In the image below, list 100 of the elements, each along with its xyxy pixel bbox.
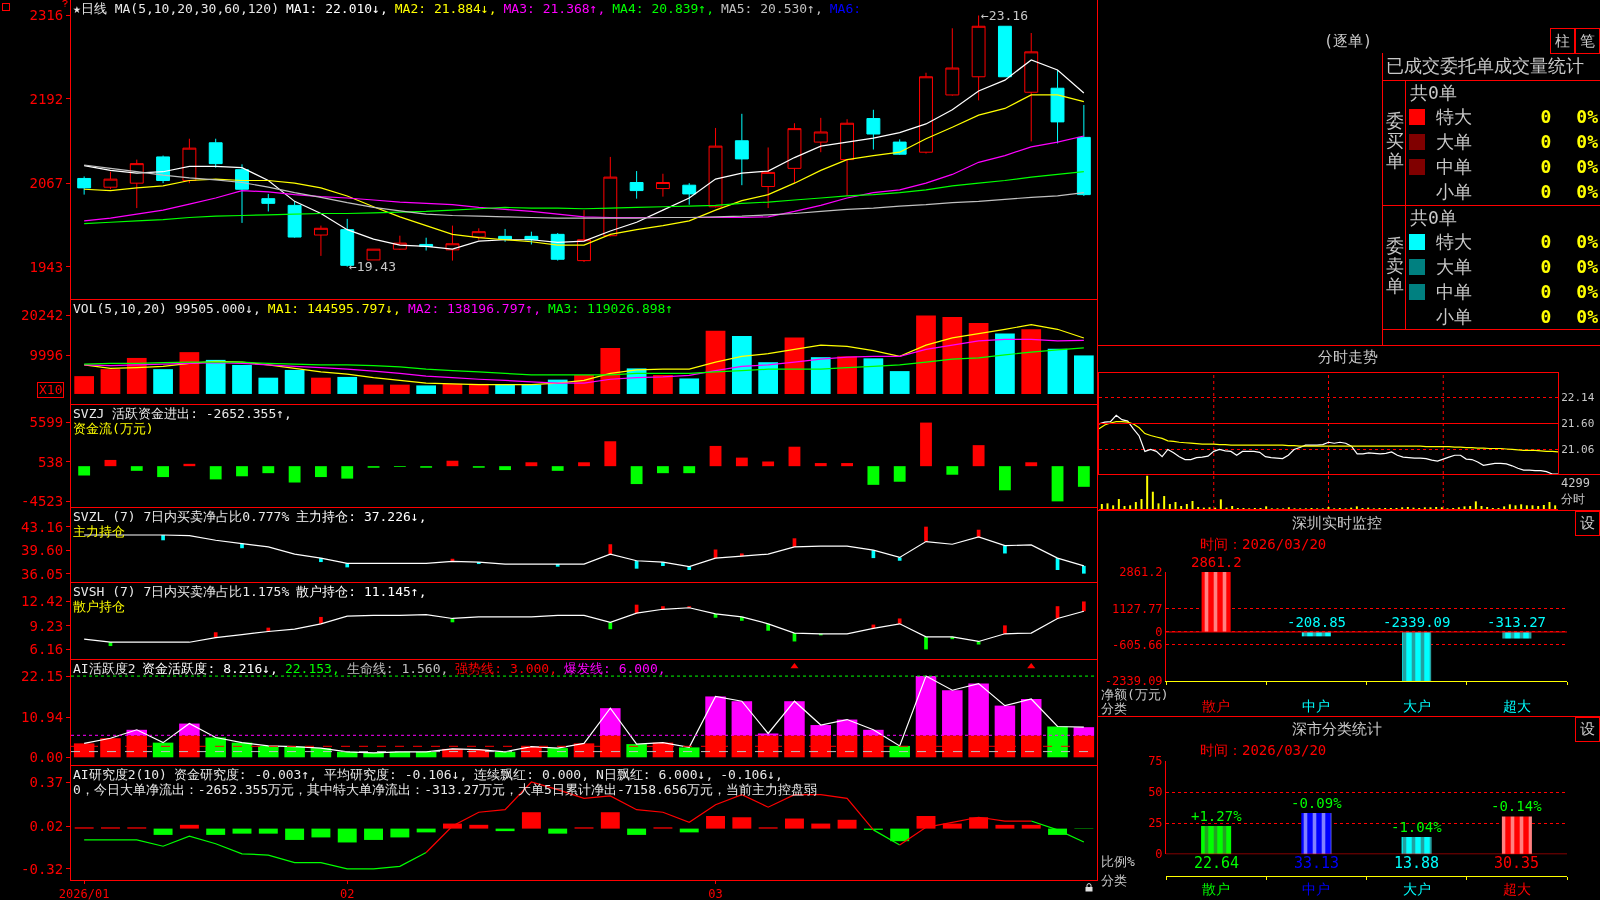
y-tick-label: 0.02: [29, 817, 64, 834]
data-label: 0%: [1576, 306, 1598, 327]
data-label: 0: [1540, 306, 1552, 327]
annotation: ←19.43: [349, 259, 396, 274]
y-tick-label: 9996: [29, 347, 64, 364]
y-tick-label: -2339.09: [1104, 674, 1163, 689]
data-label: 0%: [1576, 181, 1598, 202]
text: 设: [1575, 717, 1600, 742]
x-tick-label: 超大: [1502, 880, 1531, 897]
text: 柱: [1550, 28, 1575, 54]
annotation: 平均研究度: -0.106↓,: [324, 767, 468, 782]
text: 已成交委托单成交量统计: [1386, 55, 1584, 76]
text: MA1: 22.010↓,: [286, 1, 388, 16]
chart-title: SVSH (7) 7日内买卖净占比1.175%: [73, 584, 290, 599]
y-tick-label: 2316: [29, 7, 64, 24]
y-tick-label: 2861.2: [1119, 565, 1163, 580]
data-label: 0%: [1576, 156, 1598, 177]
text: 资金流(万元): [73, 421, 154, 436]
data-label: 0%: [1576, 106, 1598, 127]
chart-title: AI研究度2(10): [73, 767, 167, 782]
text: 散户持仓: [73, 599, 125, 614]
legend-label: 委买单: [1385, 110, 1404, 171]
y-tick-label: 39.60: [21, 542, 64, 559]
data-label: 0: [1540, 181, 1552, 202]
text: 4299: [1561, 476, 1590, 490]
y-tick-label: 36.05: [21, 565, 64, 582]
y-tick-label: 21.60: [1561, 417, 1595, 431]
ref-line-label: 强势线: 3.000,: [455, 661, 557, 676]
category-label: 小单: [1436, 181, 1472, 202]
data-label: 22.64: [1194, 854, 1240, 872]
y-tick-label: 0.00: [29, 749, 64, 766]
text: 主力持仓: 37.226↓,: [296, 509, 427, 524]
text: MA2: 138196.797↑,: [407, 301, 541, 316]
ref-line-label: 22.153,: [284, 661, 340, 676]
category-label: 中单: [1436, 281, 1472, 302]
text: (逐单): [1323, 32, 1373, 50]
ref-line-label: 生命线: 1.560,: [346, 661, 449, 676]
y-tick-label: 20242: [21, 307, 64, 324]
legend-label: MA6:: [829, 1, 862, 16]
text: 资金活跃度: 8.216↓,: [142, 661, 278, 676]
annotation: -0.09%: [1291, 795, 1343, 811]
y-tick-label: 22.14: [1561, 391, 1595, 405]
y-tick-label: 1127.77: [1112, 601, 1163, 616]
x-tick-label: 大户: [1402, 880, 1431, 897]
category-label: 特大: [1436, 106, 1472, 127]
x-axis-title: 分时: [1561, 492, 1585, 506]
data-label: 0%: [1576, 256, 1598, 277]
x-tick-label: 03: [708, 887, 723, 900]
data-label: 33.13: [1294, 854, 1340, 872]
data-label: 0: [1540, 156, 1552, 177]
y-tick-label: 50: [1148, 785, 1163, 800]
y-tick-label: 12.42: [21, 593, 64, 610]
text: MA3: 119026.898↑: [547, 301, 674, 316]
chart-title: SVZJ 活跃资金进出: -2652.355↑,: [73, 406, 292, 421]
y-tick-label: 538: [37, 453, 64, 470]
data-label: 0: [1540, 231, 1552, 252]
text: MA4: 20.839↑,: [612, 1, 715, 16]
chart-subtitle: 时间：2026/03/20: [1200, 536, 1327, 552]
x-tick-label: 中户: [1302, 697, 1331, 714]
annotation: -0.14%: [1491, 798, 1543, 814]
y-tick-label: 22.15: [21, 667, 64, 684]
text: 共0单: [1410, 207, 1457, 228]
chart-subtitle: 时间：2026/03/20: [1200, 742, 1327, 758]
data-label: -313.27: [1487, 614, 1547, 630]
data-label: -2339.09: [1383, 614, 1451, 630]
annotation: ←23.16: [981, 8, 1028, 23]
y-tick-label: 5599: [29, 414, 64, 431]
text: MA5: 20.530↑,: [721, 1, 823, 16]
y-tick-label: 2192: [29, 90, 64, 107]
y-tick-label: 2067: [29, 175, 64, 192]
y-tick-label: 75: [1148, 754, 1163, 769]
y-tick-label: -0.32: [21, 860, 64, 877]
x-tick-label: 2026/01: [58, 887, 110, 900]
text: MA1: 144595.797↓,: [267, 301, 401, 316]
chart-title: 分时走势: [1318, 348, 1378, 366]
data-label: 0: [1540, 256, 1552, 277]
x-axis-title: 分类: [1101, 701, 1127, 716]
annotation: -1.04%: [1391, 819, 1443, 835]
y-tick-label: -4523: [21, 493, 64, 510]
y-tick-label: 21.06: [1561, 443, 1595, 457]
x-tick-label: 散户: [1202, 880, 1231, 897]
data-label: 0%: [1576, 231, 1598, 252]
ref-line-label: 爆发线: 6.000,: [563, 661, 666, 676]
y-axis-title: X10: [37, 382, 65, 398]
y-axis-title: 比例%: [1101, 854, 1135, 869]
data-label: 30.35: [1494, 854, 1540, 872]
text: 笔: [1575, 28, 1600, 54]
category-label: 特大: [1436, 231, 1472, 252]
category-label: 小单: [1436, 306, 1472, 327]
x-axis-title: 分类: [1101, 873, 1127, 888]
annotation: -0.106↓,: [720, 767, 783, 782]
chart-title: 深市分类统计: [1292, 720, 1382, 738]
data-label: 0%: [1576, 281, 1598, 302]
annotation: 资金研究度: -0.003↑,: [173, 767, 318, 782]
text: 共0单: [1410, 82, 1457, 103]
x-tick-label: 超大: [1502, 697, 1531, 714]
annotation: 连续飘红: 0.000,: [474, 767, 589, 782]
category-label: 大单: [1436, 256, 1472, 277]
data-label: 0: [1540, 131, 1552, 152]
data-label: 0: [1540, 106, 1552, 127]
